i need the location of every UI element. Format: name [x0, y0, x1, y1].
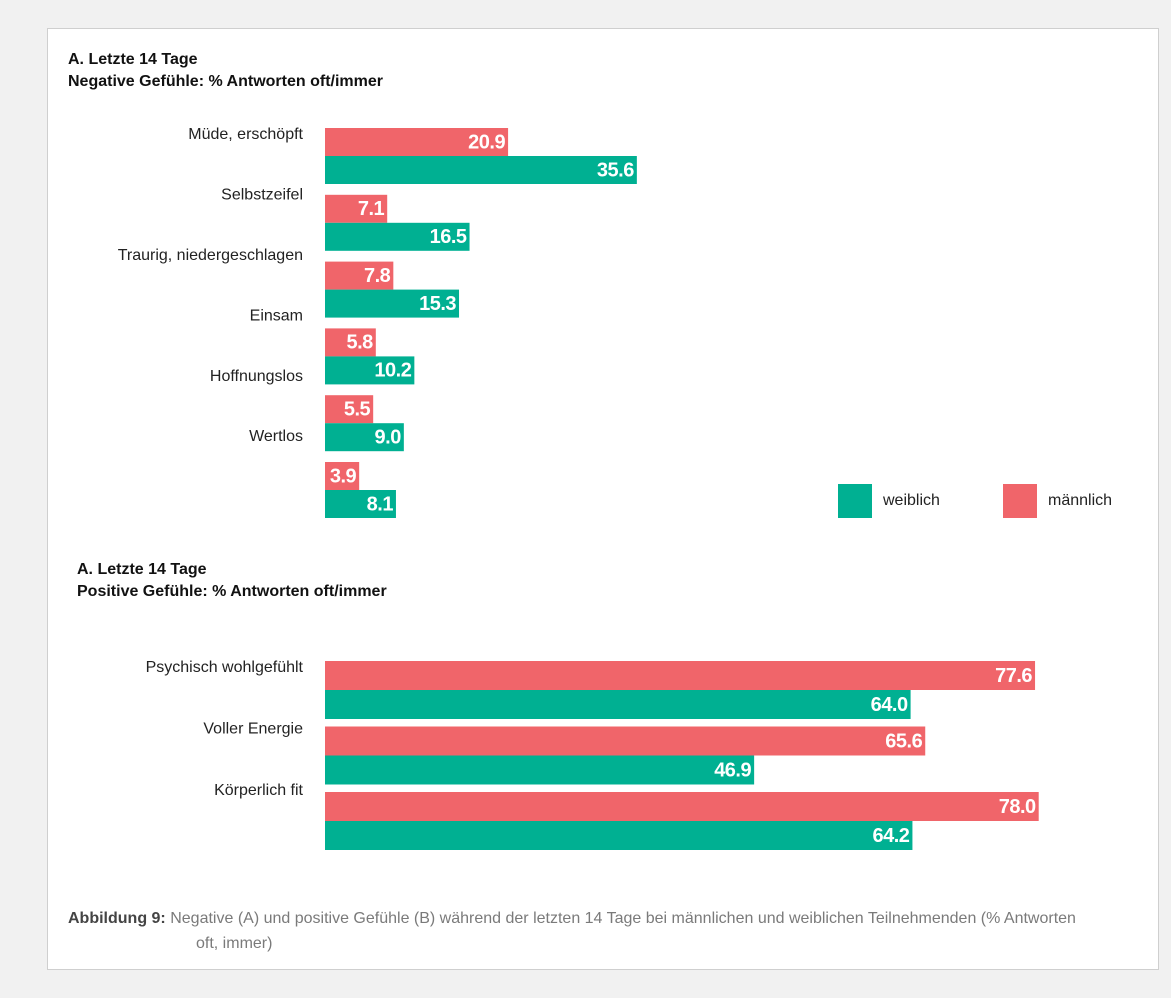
bar [325, 792, 1039, 821]
category-label: Müde, erschöpft [188, 126, 303, 143]
value-label: 65.6 [885, 730, 922, 752]
value-label: 5.8 [346, 332, 373, 354]
bar [325, 395, 374, 424]
value-label: 7.8 [364, 265, 391, 287]
value-label: 77.6 [995, 665, 1032, 687]
category-label: Hoffnungslos [210, 368, 303, 385]
caption-label: Abbildung 9: [68, 910, 166, 927]
bar [325, 690, 911, 719]
bar [325, 194, 388, 223]
category-label: Psychisch wohlgefühlt [146, 659, 304, 676]
bar [325, 755, 755, 785]
category-label: Körperlich fit [214, 782, 303, 799]
category-label: Einsam [250, 307, 303, 324]
value-label: 16.5 [430, 226, 467, 248]
bar [325, 356, 415, 385]
category-label: Selbstzeifel [221, 187, 303, 204]
bar [325, 423, 404, 452]
category-label: Traurig, niedergeschlagen [118, 247, 303, 264]
bar [325, 462, 360, 490]
value-label: 10.2 [374, 360, 411, 382]
chart-title: A. Letzte 14 Tage [68, 51, 198, 68]
category-label: Wertlos [249, 428, 303, 445]
bar [325, 661, 1036, 690]
value-label: 78.0 [999, 796, 1036, 818]
caption: Abbildung 9: Negative (A) und positive G… [68, 906, 1096, 956]
chart-subtitle: Positive Gefühle: % Antworten oft/immer [77, 583, 387, 600]
value-label: 9.0 [375, 426, 402, 448]
bar [325, 222, 470, 251]
bar [325, 128, 509, 156]
chart-subtitle: Negative Gefühle: % Antworten oft/immer [68, 73, 383, 90]
bar [325, 490, 396, 518]
bar [325, 328, 376, 357]
value-label: 20.9 [468, 131, 505, 153]
chart-title: A. Letzte 14 Tage [77, 561, 207, 578]
value-label: 15.3 [419, 293, 456, 315]
bar [325, 156, 637, 184]
value-label: 64.2 [872, 825, 909, 847]
value-label: 5.5 [344, 398, 371, 420]
bar [325, 289, 460, 318]
bar [325, 726, 926, 756]
category-label: Voller Energie [203, 721, 303, 738]
legend-label: männlich [1048, 492, 1112, 509]
bar [325, 821, 913, 850]
legend-label: weiblich [882, 492, 940, 509]
caption-text: Negative (A) und positive Gefühle (B) wä… [170, 910, 1076, 952]
value-label: 3.9 [330, 465, 357, 487]
value-label: 35.6 [597, 159, 634, 181]
bar [325, 261, 394, 290]
legend-swatch [838, 484, 872, 518]
legend-swatch [1003, 484, 1037, 518]
value-label: 46.9 [714, 759, 751, 781]
value-label: 64.0 [871, 694, 908, 716]
value-label: 7.1 [358, 198, 385, 220]
value-label: 8.1 [367, 493, 394, 515]
